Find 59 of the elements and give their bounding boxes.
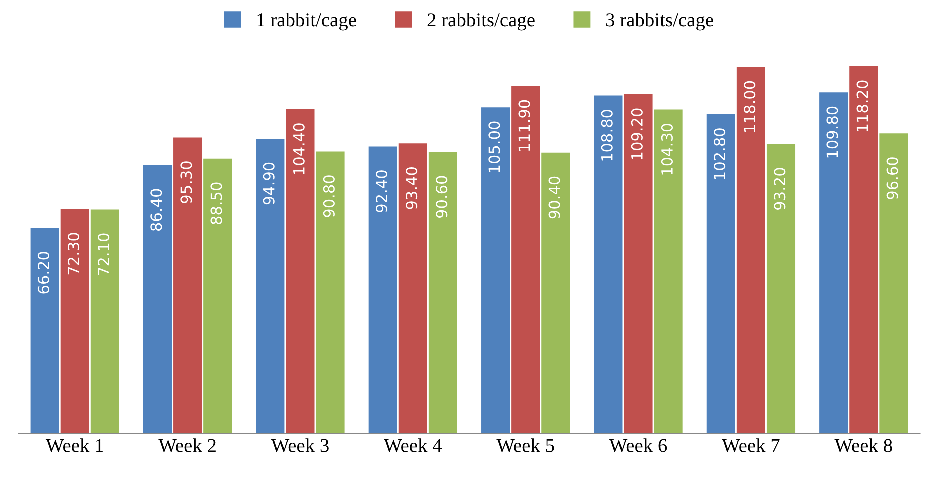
x-tick-label: Week 7	[722, 438, 780, 452]
bar	[542, 152, 570, 434]
data-label: 108.80	[601, 110, 613, 161]
bar	[624, 94, 653, 434]
bar	[368, 146, 398, 434]
x-tick-label: Week 2	[158, 438, 216, 452]
data-label: 109.20	[631, 108, 643, 160]
legend-label: 1 rabbit/cage	[258, 13, 356, 31]
x-tick-label: Week 8	[834, 438, 892, 452]
data-label: 66.20	[38, 252, 50, 294]
data-label: 105.00	[488, 122, 500, 173]
data-label: 72.10	[98, 234, 110, 276]
data-label: 90.80	[323, 176, 335, 218]
bar	[880, 134, 908, 434]
data-label: 90.40	[548, 176, 560, 219]
bar	[174, 138, 202, 434]
bar	[256, 138, 285, 434]
bar	[654, 110, 683, 434]
bar	[30, 228, 60, 434]
bar	[594, 96, 623, 434]
bar	[820, 92, 848, 434]
bar	[90, 210, 120, 434]
data-label: 92.40	[376, 170, 388, 212]
bar	[316, 152, 345, 434]
data-label: 118.00	[744, 81, 756, 132]
bar	[482, 108, 510, 434]
legend-label: 3 rabbits/cage	[606, 13, 714, 31]
bar	[204, 158, 232, 434]
bar	[736, 67, 766, 434]
data-label: 104.40	[293, 124, 305, 174]
data-label: 118.20	[856, 80, 868, 132]
data-label: 95.30	[180, 162, 192, 204]
data-label: 93.40	[406, 168, 418, 210]
bar	[512, 86, 540, 434]
bar	[850, 66, 878, 434]
data-label: 94.90	[263, 162, 275, 205]
data-label: 111.90	[518, 100, 530, 152]
x-tick-label: Week 1	[46, 438, 104, 452]
data-label: 88.50	[210, 182, 222, 224]
bar	[286, 109, 315, 434]
x-tick-label: Week 6	[609, 438, 668, 452]
bar	[398, 144, 428, 434]
data-label: 104.30	[661, 124, 673, 175]
data-label: 96.60	[886, 158, 898, 200]
x-tick-label: Week 3	[271, 438, 329, 452]
legend-label: 2 rabbits/cage	[428, 13, 535, 31]
data-label: 93.20	[774, 168, 786, 210]
data-label: 109.80	[826, 106, 838, 158]
bar	[428, 152, 458, 434]
bar	[143, 165, 172, 434]
data-label: 72.30	[68, 233, 80, 275]
data-label: 86.40	[150, 189, 162, 231]
x-tick-label: Week 4	[384, 438, 442, 452]
data-label: 90.60	[436, 176, 448, 218]
data-label: 102.80	[714, 128, 726, 180]
x-tick-label: Week 5	[496, 438, 554, 452]
bar	[60, 209, 90, 434]
bar	[706, 114, 736, 434]
bar	[766, 144, 796, 434]
